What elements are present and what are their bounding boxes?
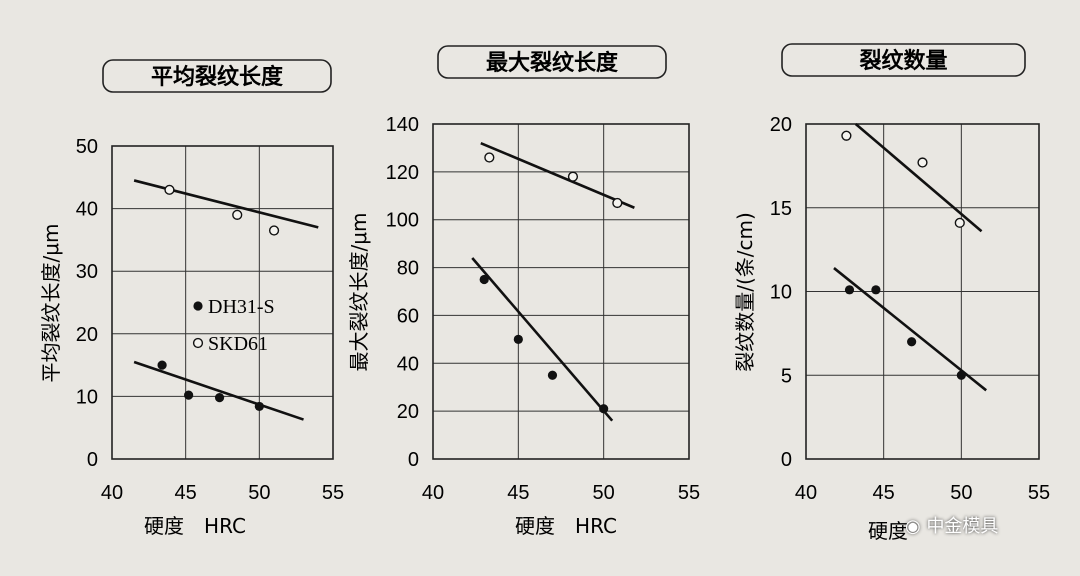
chart-3-y-tick-label: 0 xyxy=(781,449,792,471)
chart-1-y-tick-label: 30 xyxy=(76,261,98,283)
chart-1-dh31-s-point xyxy=(157,360,167,370)
chart-2-y-tick-label: 60 xyxy=(397,305,419,327)
chart-3-dh31-s-trend-line xyxy=(833,267,988,392)
chart-3-title: 裂纹数量 xyxy=(859,48,947,74)
chart-2-skd61-point xyxy=(484,152,495,163)
chart-1-x-tick-label: 45 xyxy=(175,482,197,504)
chart-3-y-tick-label: 10 xyxy=(770,282,792,304)
wechat-icon: ◉ xyxy=(905,516,927,537)
chart-1-x-tick-label: 55 xyxy=(322,482,344,504)
chart-1-skd61-point xyxy=(164,184,175,195)
legend-label-dh31-s: DH31-S xyxy=(208,296,275,318)
chart-2-y-tick-label: 80 xyxy=(397,258,419,280)
chart-1-y-tick-label: 0 xyxy=(87,449,98,471)
chart-1-title-box xyxy=(102,59,332,93)
chart-1-title: 平均裂纹长度 xyxy=(151,64,284,90)
chart-2-y-axis-label: 最大裂纹长度/μm xyxy=(347,213,371,372)
chart-3-skd61-point xyxy=(954,217,965,228)
chart-3-dh31-s-point xyxy=(956,370,966,380)
chart-2-x-tick-label: 45 xyxy=(507,482,529,504)
chart-2-skd61-trend-line xyxy=(480,141,635,209)
chart-3-x-tick-label: 40 xyxy=(795,482,817,504)
chart-1-y-axis-label: 平均裂纹长度/μm xyxy=(39,224,63,383)
chart-2-title: 最大裂纹长度 xyxy=(486,50,619,76)
chart-3-y-axis-label: 裂纹数量/(条/cm) xyxy=(733,212,757,372)
chart-1-dh31-s-point xyxy=(184,390,194,400)
chart-3-y-tick-label: 5 xyxy=(781,365,792,387)
chart-1-x-tick-label: 40 xyxy=(101,482,123,504)
chart-2-title-box xyxy=(437,45,667,79)
chart-2-skd61-point xyxy=(612,197,623,209)
chart-2-plot-frame xyxy=(432,123,690,460)
chart-1-plot-frame xyxy=(111,145,334,460)
chart-3-dh31-s-point xyxy=(871,285,881,295)
chart-1-skd61-point xyxy=(232,209,243,220)
legend-marker-filled xyxy=(193,301,203,311)
chart-1-dh31-s-point xyxy=(214,393,225,403)
chart-2-x-tick-label: 40 xyxy=(422,482,444,504)
chart-1-x-tick-label: 50 xyxy=(248,482,270,504)
chart-2-dh31-s-point xyxy=(547,370,558,380)
chart-3-y-tick-label: 15 xyxy=(770,198,792,220)
chart-2-x-tick-label: 50 xyxy=(593,482,615,504)
chart-1-y-tick-label: 50 xyxy=(76,136,98,158)
chart-1-dh31-s-point xyxy=(254,401,264,412)
chart-2-x-tick-label: 55 xyxy=(678,482,700,504)
chart-1-skd61-trend-line xyxy=(133,179,319,229)
chart-3-title-box xyxy=(781,43,1026,77)
chart-2-y-tick-label: 40 xyxy=(397,353,419,375)
chart-2-dh31-s-trend-line xyxy=(471,257,614,422)
chart-2-y-tick-label: 140 xyxy=(386,114,419,136)
chart-2-skd61-point xyxy=(567,171,579,182)
chart-3-skd61-trend-line xyxy=(854,123,983,233)
chart-3-x-tick-label: 50 xyxy=(950,482,972,504)
chart-1-y-tick-label: 10 xyxy=(76,386,98,408)
chart-1-dh31-s-trend-line xyxy=(133,360,304,421)
chart-1-y-tick-label: 40 xyxy=(76,199,98,221)
chart-3-dh31-s-point xyxy=(907,337,917,347)
chart-3-dh31-s-point xyxy=(844,285,855,295)
chart-2-y-tick-label: 100 xyxy=(386,210,419,232)
legend-marker-open xyxy=(192,337,204,349)
chart-3-skd61-point xyxy=(841,130,852,141)
chart-1-skd61-point xyxy=(268,225,280,236)
chart-2-y-tick-label: 120 xyxy=(386,162,419,184)
chart-2-y-tick-label: 0 xyxy=(408,449,419,471)
chart-2-dh31-s-point xyxy=(599,404,609,414)
chart-3-plot-frame xyxy=(805,123,1040,460)
chart-3-y-tick-label: 20 xyxy=(770,114,792,136)
chart-2-dh31-s-point xyxy=(479,274,489,285)
chart-3-x-axis-label: 硬度 xyxy=(868,519,908,543)
chart-1-y-tick-label: 20 xyxy=(76,324,98,346)
watermark: ◉ 中金模具 xyxy=(905,516,999,537)
chart-3-x-tick-label: 45 xyxy=(873,482,895,504)
chart-1-x-axis-label: 硬度 HRC xyxy=(144,514,246,538)
chart-3-x-tick-label: 55 xyxy=(1028,482,1050,504)
legend-label-skd61: SKD61 xyxy=(208,333,268,355)
chart-3-skd61-point xyxy=(917,157,928,168)
chart-2-x-axis-label: 硬度 HRC xyxy=(515,514,617,538)
chart-2-dh31-s-point xyxy=(513,334,523,344)
chart-2-y-tick-label: 20 xyxy=(397,401,419,423)
